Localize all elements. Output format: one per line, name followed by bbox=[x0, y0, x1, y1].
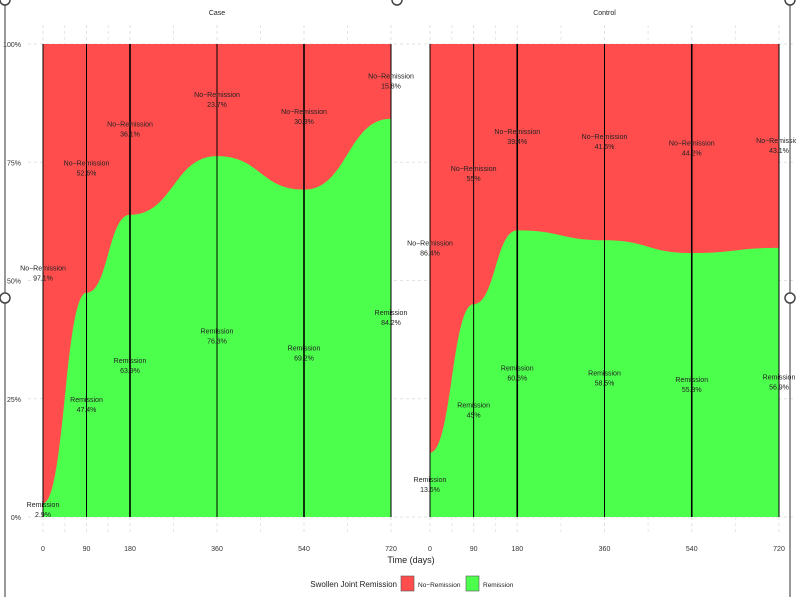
panel-title: Case bbox=[209, 10, 225, 17]
resize-handle[interactable] bbox=[0, 292, 11, 304]
remission-label: Remission bbox=[375, 310, 408, 317]
x-tick-label: 720 bbox=[773, 546, 785, 553]
no-remission-label: No−Remission bbox=[451, 166, 497, 173]
resize-handle[interactable] bbox=[784, 0, 796, 6]
no-remission-label: No−Remission bbox=[368, 73, 414, 80]
remission-value: 55.8% bbox=[682, 387, 702, 394]
legend-swatch-no-remission bbox=[400, 575, 415, 592]
legend-label-remission: Remission bbox=[483, 582, 514, 589]
remission-value: 60.6% bbox=[507, 376, 527, 383]
legend-swatch-remission bbox=[465, 575, 480, 592]
no-remission-value: 30.8% bbox=[294, 119, 314, 126]
remission-label: Remission bbox=[501, 366, 534, 373]
x-tick-label: 0 bbox=[428, 546, 432, 553]
remission-value: 45% bbox=[467, 413, 481, 420]
no-remission-value: 52.6% bbox=[77, 170, 97, 177]
no-remission-label: No−Remission bbox=[20, 266, 66, 273]
no-remission-value: 97.1% bbox=[33, 276, 53, 283]
resize-handle[interactable] bbox=[391, 0, 403, 6]
no-remission-value: 86.4% bbox=[420, 250, 440, 257]
x-tick-label: 360 bbox=[599, 546, 611, 553]
resize-handle[interactable] bbox=[784, 292, 796, 304]
legend-title: Swollen Joint Remission bbox=[310, 580, 397, 589]
remission-value: 47.4% bbox=[77, 407, 97, 414]
remission-value: 58.5% bbox=[595, 381, 615, 388]
remission-label: Remission bbox=[763, 374, 796, 381]
remission-value: 2.9% bbox=[35, 512, 51, 519]
remission-label: Remission bbox=[27, 502, 60, 509]
remission-label: Remission bbox=[114, 358, 147, 365]
no-remission-label: No−Remission bbox=[194, 92, 240, 99]
x-tick-label: 0 bbox=[41, 546, 45, 553]
no-remission-label: No−Remission bbox=[756, 138, 796, 145]
x-tick-label: 540 bbox=[686, 546, 698, 553]
no-remission-label: No−Remission bbox=[669, 141, 715, 148]
no-remission-value: 39.4% bbox=[507, 139, 527, 146]
resize-handle[interactable] bbox=[0, 0, 11, 6]
no-remission-value: 44.2% bbox=[682, 151, 702, 158]
no-remission-value: 55% bbox=[467, 176, 481, 183]
x-axis-title: Time (days) bbox=[387, 555, 434, 565]
y-tick-label: 100% bbox=[3, 42, 21, 49]
y-tick-label: 25% bbox=[7, 397, 21, 404]
x-tick-label: 90 bbox=[470, 546, 478, 553]
remission-label: Remission bbox=[588, 371, 621, 378]
remission-value: 13.6% bbox=[420, 487, 440, 494]
remission-label: Remission bbox=[457, 403, 490, 410]
remission-label: Remission bbox=[675, 377, 708, 384]
x-tick-label: 90 bbox=[83, 546, 91, 553]
remission-value: 63.9% bbox=[120, 368, 140, 375]
x-tick-label: 540 bbox=[298, 546, 310, 553]
no-remission-label: No−Remission bbox=[582, 134, 628, 141]
no-remission-label: No−Remission bbox=[494, 129, 540, 136]
no-remission-value: 43.1% bbox=[769, 148, 789, 155]
remission-value: 84.2% bbox=[381, 320, 401, 327]
y-tick-label: 75% bbox=[7, 160, 21, 167]
x-tick-label: 180 bbox=[511, 546, 523, 553]
remission-label: Remission bbox=[70, 397, 103, 404]
x-tick-label: 180 bbox=[124, 546, 136, 553]
remission-label: Remission bbox=[201, 329, 234, 336]
x-tick-label: 720 bbox=[385, 546, 397, 553]
remission-value: 56.9% bbox=[769, 384, 789, 391]
no-remission-value: 15.8% bbox=[381, 83, 401, 90]
remission-label: Remission bbox=[288, 345, 321, 352]
no-remission-value: 41.5% bbox=[595, 144, 615, 151]
y-tick-label: 50% bbox=[7, 279, 21, 286]
no-remission-label: No−Remission bbox=[281, 109, 327, 116]
no-remission-label: No−Remission bbox=[107, 121, 153, 128]
no-remission-label: No−Remission bbox=[64, 160, 110, 167]
no-remission-label: No−Remission bbox=[407, 240, 453, 247]
y-tick-label: 0% bbox=[11, 515, 21, 522]
no-remission-value: 36.1% bbox=[120, 131, 140, 138]
legend-label-no-remission: No−Remission bbox=[418, 582, 461, 589]
remission-label: Remission bbox=[414, 477, 447, 484]
remission-value: 76.3% bbox=[207, 339, 227, 346]
no-remission-value: 23.7% bbox=[207, 102, 227, 109]
x-tick-label: 360 bbox=[211, 546, 223, 553]
remission-value: 69.2% bbox=[294, 355, 314, 362]
panel-title: Control bbox=[593, 10, 616, 17]
